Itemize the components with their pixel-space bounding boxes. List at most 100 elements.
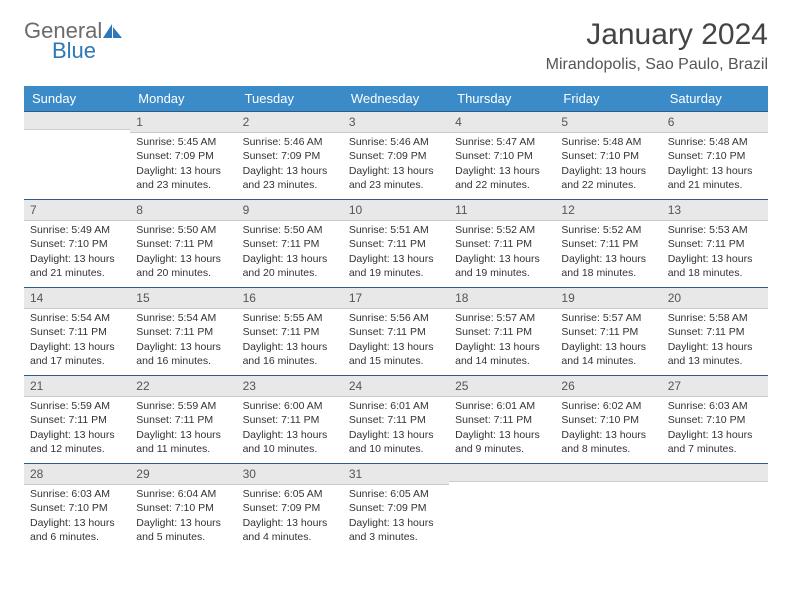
- sunset-text: Sunset: 7:11 PM: [561, 325, 655, 339]
- sunrise-text: Sunrise: 5:59 AM: [136, 399, 230, 413]
- daylight-text-2: and 7 minutes.: [668, 442, 762, 456]
- day-data: Sunrise: 5:46 AMSunset: 7:09 PMDaylight:…: [343, 133, 449, 196]
- sunrise-text: Sunrise: 5:52 AM: [455, 223, 549, 237]
- daylight-text-1: Daylight: 13 hours: [668, 252, 762, 266]
- daylight-text-2: and 8 minutes.: [561, 442, 655, 456]
- calendar-cell: 3Sunrise: 5:46 AMSunset: 7:09 PMDaylight…: [343, 111, 449, 199]
- calendar-week-row: 14Sunrise: 5:54 AMSunset: 7:11 PMDayligh…: [24, 287, 768, 375]
- calendar-cell: 21Sunrise: 5:59 AMSunset: 7:11 PMDayligh…: [24, 375, 130, 463]
- day-data: Sunrise: 6:03 AMSunset: 7:10 PMDaylight:…: [24, 485, 130, 548]
- daylight-text-1: Daylight: 13 hours: [349, 428, 443, 442]
- sunrise-text: Sunrise: 6:01 AM: [455, 399, 549, 413]
- calendar-cell: 18Sunrise: 5:57 AMSunset: 7:11 PMDayligh…: [449, 287, 555, 375]
- calendar-table: SundayMondayTuesdayWednesdayThursdayFrid…: [24, 86, 768, 551]
- logo: GeneralBlue: [24, 18, 123, 64]
- daylight-text-1: Daylight: 13 hours: [243, 428, 337, 442]
- sunset-text: Sunset: 7:11 PM: [455, 325, 549, 339]
- sunrise-text: Sunrise: 5:57 AM: [561, 311, 655, 325]
- weekday-header: Monday: [130, 86, 236, 111]
- weekday-header: Sunday: [24, 86, 130, 111]
- day-data: Sunrise: 6:01 AMSunset: 7:11 PMDaylight:…: [343, 397, 449, 460]
- day-number: 16: [237, 287, 343, 309]
- daylight-text-1: Daylight: 13 hours: [136, 340, 230, 354]
- sunrise-text: Sunrise: 6:04 AM: [136, 487, 230, 501]
- sunrise-text: Sunrise: 5:48 AM: [668, 135, 762, 149]
- day-data: Sunrise: 5:57 AMSunset: 7:11 PMDaylight:…: [555, 309, 661, 372]
- daylight-text-1: Daylight: 13 hours: [668, 428, 762, 442]
- sunset-text: Sunset: 7:11 PM: [349, 413, 443, 427]
- calendar-cell: 4Sunrise: 5:47 AMSunset: 7:10 PMDaylight…: [449, 111, 555, 199]
- sunrise-text: Sunrise: 5:57 AM: [455, 311, 549, 325]
- calendar-cell: 25Sunrise: 6:01 AMSunset: 7:11 PMDayligh…: [449, 375, 555, 463]
- day-number: 21: [24, 375, 130, 397]
- header: GeneralBlue January 2024 Mirandopolis, S…: [24, 18, 768, 74]
- sunset-text: Sunset: 7:10 PM: [30, 501, 124, 515]
- sunrise-text: Sunrise: 6:02 AM: [561, 399, 655, 413]
- calendar-cell: 5Sunrise: 5:48 AMSunset: 7:10 PMDaylight…: [555, 111, 661, 199]
- calendar-cell: [662, 463, 768, 551]
- day-data: Sunrise: 6:03 AMSunset: 7:10 PMDaylight:…: [662, 397, 768, 460]
- sunrise-text: Sunrise: 5:59 AM: [30, 399, 124, 413]
- sunset-text: Sunset: 7:11 PM: [668, 237, 762, 251]
- day-number: 20: [662, 287, 768, 309]
- day-number: 30: [237, 463, 343, 485]
- day-data: Sunrise: 5:52 AMSunset: 7:11 PMDaylight:…: [449, 221, 555, 284]
- day-data: Sunrise: 5:55 AMSunset: 7:11 PMDaylight:…: [237, 309, 343, 372]
- day-data: Sunrise: 5:51 AMSunset: 7:11 PMDaylight:…: [343, 221, 449, 284]
- calendar-cell: 8Sunrise: 5:50 AMSunset: 7:11 PMDaylight…: [130, 199, 236, 287]
- calendar-cell: [449, 463, 555, 551]
- daylight-text-1: Daylight: 13 hours: [136, 428, 230, 442]
- sunrise-text: Sunrise: 5:45 AM: [136, 135, 230, 149]
- calendar-week-row: 7Sunrise: 5:49 AMSunset: 7:10 PMDaylight…: [24, 199, 768, 287]
- calendar-cell: 20Sunrise: 5:58 AMSunset: 7:11 PMDayligh…: [662, 287, 768, 375]
- day-data: Sunrise: 5:45 AMSunset: 7:09 PMDaylight:…: [130, 133, 236, 196]
- sunrise-text: Sunrise: 6:05 AM: [349, 487, 443, 501]
- page-title: January 2024: [546, 18, 768, 52]
- daylight-text-1: Daylight: 13 hours: [561, 428, 655, 442]
- empty-daynum-bar: [555, 463, 661, 482]
- sunset-text: Sunset: 7:11 PM: [243, 237, 337, 251]
- day-data: Sunrise: 5:53 AMSunset: 7:11 PMDaylight:…: [662, 221, 768, 284]
- daylight-text-1: Daylight: 13 hours: [30, 516, 124, 530]
- daylight-text-2: and 10 minutes.: [349, 442, 443, 456]
- day-number: 31: [343, 463, 449, 485]
- day-data: Sunrise: 5:59 AMSunset: 7:11 PMDaylight:…: [130, 397, 236, 460]
- sunset-text: Sunset: 7:11 PM: [30, 325, 124, 339]
- daylight-text-1: Daylight: 13 hours: [349, 252, 443, 266]
- daylight-text-1: Daylight: 13 hours: [30, 252, 124, 266]
- sunset-text: Sunset: 7:11 PM: [561, 237, 655, 251]
- day-data: Sunrise: 5:57 AMSunset: 7:11 PMDaylight:…: [449, 309, 555, 372]
- daylight-text-2: and 20 minutes.: [136, 266, 230, 280]
- calendar-cell: 26Sunrise: 6:02 AMSunset: 7:10 PMDayligh…: [555, 375, 661, 463]
- daylight-text-1: Daylight: 13 hours: [243, 164, 337, 178]
- sunrise-text: Sunrise: 5:49 AM: [30, 223, 124, 237]
- calendar-cell: 7Sunrise: 5:49 AMSunset: 7:10 PMDaylight…: [24, 199, 130, 287]
- daylight-text-1: Daylight: 13 hours: [455, 252, 549, 266]
- calendar-cell: [555, 463, 661, 551]
- daylight-text-2: and 18 minutes.: [668, 266, 762, 280]
- day-data: Sunrise: 5:49 AMSunset: 7:10 PMDaylight:…: [24, 221, 130, 284]
- daylight-text-2: and 16 minutes.: [243, 354, 337, 368]
- day-data: Sunrise: 6:02 AMSunset: 7:10 PMDaylight:…: [555, 397, 661, 460]
- sunset-text: Sunset: 7:11 PM: [349, 237, 443, 251]
- calendar-cell: 23Sunrise: 6:00 AMSunset: 7:11 PMDayligh…: [237, 375, 343, 463]
- calendar-cell: 17Sunrise: 5:56 AMSunset: 7:11 PMDayligh…: [343, 287, 449, 375]
- day-number: 8: [130, 199, 236, 221]
- daylight-text-2: and 22 minutes.: [561, 178, 655, 192]
- sunset-text: Sunset: 7:10 PM: [455, 149, 549, 163]
- sunset-text: Sunset: 7:09 PM: [349, 501, 443, 515]
- sunset-text: Sunset: 7:10 PM: [136, 501, 230, 515]
- day-number: 17: [343, 287, 449, 309]
- calendar-week-row: 28Sunrise: 6:03 AMSunset: 7:10 PMDayligh…: [24, 463, 768, 551]
- sunset-text: Sunset: 7:11 PM: [136, 237, 230, 251]
- sunset-text: Sunset: 7:11 PM: [243, 413, 337, 427]
- day-number: 27: [662, 375, 768, 397]
- daylight-text-2: and 9 minutes.: [455, 442, 549, 456]
- daylight-text-2: and 23 minutes.: [136, 178, 230, 192]
- calendar-cell: 15Sunrise: 5:54 AMSunset: 7:11 PMDayligh…: [130, 287, 236, 375]
- sunset-text: Sunset: 7:09 PM: [136, 149, 230, 163]
- daylight-text-1: Daylight: 13 hours: [136, 252, 230, 266]
- day-data: Sunrise: 5:58 AMSunset: 7:11 PMDaylight:…: [662, 309, 768, 372]
- sunset-text: Sunset: 7:10 PM: [30, 237, 124, 251]
- empty-daynum-bar: [449, 463, 555, 482]
